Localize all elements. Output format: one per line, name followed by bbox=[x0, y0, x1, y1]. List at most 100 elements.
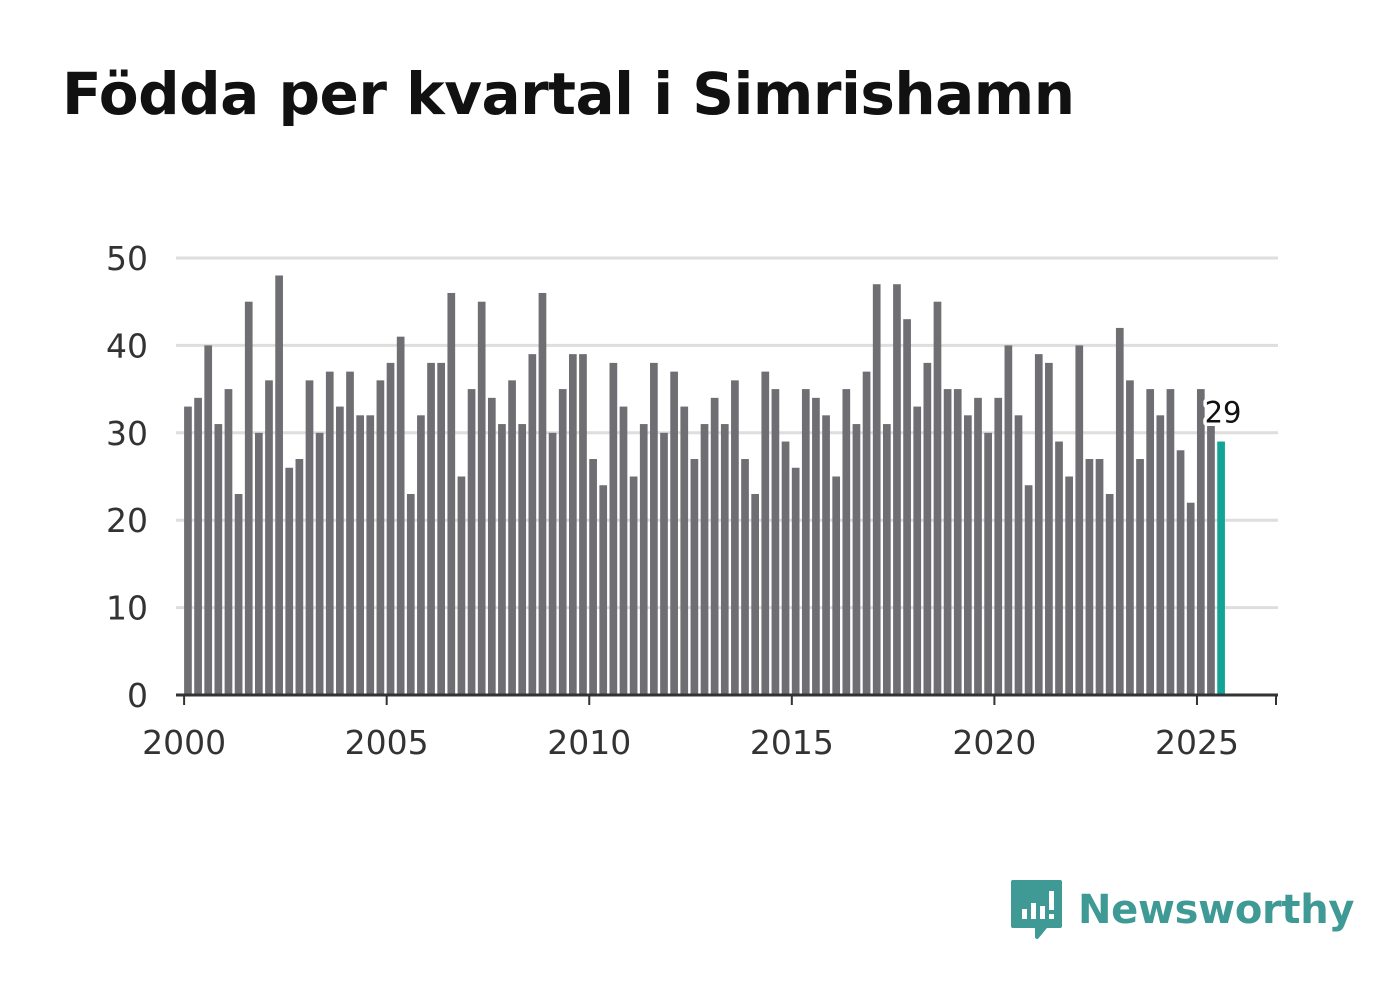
bar-11 bbox=[295, 459, 304, 695]
y-tick-label-0: 0 bbox=[127, 676, 148, 715]
bar-101 bbox=[1207, 424, 1215, 695]
bar-4 bbox=[224, 389, 233, 695]
bar-82 bbox=[1014, 415, 1023, 695]
bar-97 bbox=[1166, 389, 1175, 695]
bar-36 bbox=[548, 432, 557, 695]
brand-logo: Newsworthy bbox=[1010, 878, 1355, 942]
bar-39 bbox=[579, 354, 587, 695]
bar-67 bbox=[862, 371, 871, 695]
bar-96 bbox=[1156, 415, 1165, 695]
bar-18 bbox=[366, 415, 375, 695]
bar-41 bbox=[599, 485, 608, 695]
bar-80 bbox=[994, 397, 1003, 695]
bar-54 bbox=[731, 380, 739, 695]
bar-21 bbox=[396, 336, 405, 695]
bar-51 bbox=[700, 424, 709, 695]
bar-43 bbox=[619, 406, 628, 695]
bar-48 bbox=[670, 371, 678, 695]
bar-88 bbox=[1075, 345, 1084, 695]
bar-85 bbox=[1045, 362, 1053, 695]
highlight-value-label: 29 bbox=[1205, 396, 1242, 430]
bar-56 bbox=[751, 493, 760, 695]
bar-38 bbox=[568, 354, 577, 695]
bar-47 bbox=[660, 432, 668, 695]
bar-74 bbox=[933, 301, 942, 695]
bar-87 bbox=[1065, 476, 1073, 695]
bar-98 bbox=[1176, 450, 1185, 695]
page-title: Födda per kvartal i Simrishamn bbox=[62, 60, 1075, 128]
bar-59 bbox=[781, 441, 790, 695]
bar-100 bbox=[1196, 389, 1205, 695]
bar-71 bbox=[903, 319, 911, 695]
bar-92 bbox=[1115, 327, 1124, 695]
bar-25 bbox=[437, 362, 446, 695]
bar-24 bbox=[427, 362, 435, 695]
bar-8 bbox=[265, 380, 273, 695]
bar-31 bbox=[498, 424, 506, 695]
bar-73 bbox=[923, 362, 932, 695]
bar-12 bbox=[305, 380, 314, 695]
bar-35 bbox=[538, 292, 547, 695]
bar-29 bbox=[477, 301, 486, 695]
y-tick-label-10: 10 bbox=[106, 589, 148, 628]
bar-53 bbox=[720, 424, 729, 695]
bar-16 bbox=[346, 371, 354, 695]
bar-60 bbox=[791, 467, 800, 695]
bar-61 bbox=[801, 389, 810, 695]
bar-7 bbox=[255, 432, 263, 695]
bars bbox=[184, 275, 1225, 695]
bar-2 bbox=[204, 345, 213, 695]
y-tick-label-40: 40 bbox=[106, 326, 148, 365]
bar-50 bbox=[690, 459, 699, 695]
bar-94 bbox=[1136, 459, 1144, 695]
highlight-bar bbox=[1217, 441, 1225, 695]
bar-55 bbox=[741, 459, 749, 695]
y-tick-label-30: 30 bbox=[106, 414, 148, 453]
bar-5 bbox=[234, 493, 243, 695]
bar-10 bbox=[285, 467, 294, 695]
bar-93 bbox=[1126, 380, 1134, 695]
bar-17 bbox=[356, 415, 364, 695]
bar-78 bbox=[974, 397, 982, 695]
bar-52 bbox=[710, 397, 719, 695]
bar-40 bbox=[589, 459, 597, 695]
bar-57 bbox=[761, 371, 770, 695]
bar-26 bbox=[447, 292, 456, 695]
x-tick-label-2005: 2005 bbox=[345, 723, 429, 762]
bar-3 bbox=[214, 424, 223, 695]
bar-86 bbox=[1055, 441, 1063, 695]
y-tick-label-20: 20 bbox=[106, 501, 148, 540]
bar-70 bbox=[893, 284, 901, 695]
bar-89 bbox=[1085, 459, 1094, 695]
x-tick-label-2020: 2020 bbox=[952, 723, 1036, 762]
bar-14 bbox=[325, 371, 334, 695]
bar-33 bbox=[518, 424, 527, 695]
bar-6 bbox=[244, 301, 253, 695]
bar-46 bbox=[650, 362, 658, 695]
x-tick-label-2010: 2010 bbox=[547, 723, 631, 762]
bar-28 bbox=[467, 389, 476, 695]
bar-30 bbox=[487, 397, 496, 695]
bar-32 bbox=[508, 380, 516, 695]
bar-27 bbox=[457, 476, 466, 695]
bar-90 bbox=[1095, 459, 1104, 695]
bar-72 bbox=[913, 406, 922, 695]
bar-66 bbox=[852, 424, 861, 695]
data-labels: 29 bbox=[1201, 392, 1245, 433]
bar-20 bbox=[386, 362, 395, 695]
x-tick-label-2000: 2000 bbox=[142, 723, 226, 762]
bar-62 bbox=[812, 397, 820, 695]
bar-9 bbox=[275, 275, 283, 695]
bar-1 bbox=[194, 397, 202, 695]
bar-58 bbox=[771, 389, 780, 695]
x-tick-label-2025: 2025 bbox=[1155, 723, 1239, 762]
bar-99 bbox=[1186, 502, 1195, 695]
bar-19 bbox=[376, 380, 385, 695]
bar-68 bbox=[872, 284, 881, 695]
bar-45 bbox=[639, 424, 648, 695]
bar-23 bbox=[417, 415, 425, 695]
bar-91 bbox=[1105, 493, 1114, 695]
bar-64 bbox=[832, 476, 841, 695]
bar-77 bbox=[964, 415, 972, 695]
